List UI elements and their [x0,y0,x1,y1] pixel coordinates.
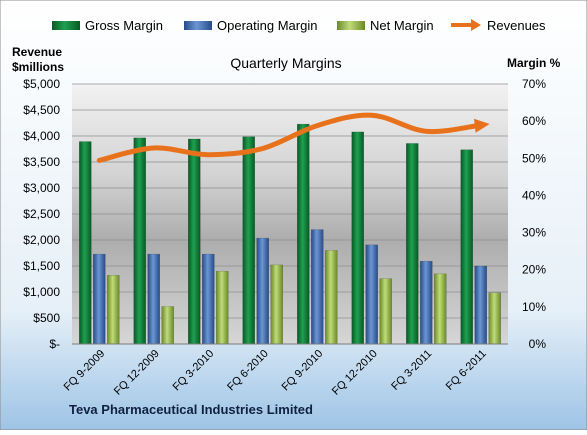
left-axis-tick-label: $4,000 [23,129,60,143]
right-axis-tick-label: 0% [529,337,547,351]
bars [79,123,501,345]
right-axis-tick-label: 70% [522,77,546,91]
chart-title: Quarterly Margins [230,55,341,71]
right-axis-label: Margin % [507,56,561,70]
right-axis-tick-label: 10% [522,300,546,314]
net-margin-bar [379,278,392,345]
footer-company-name: Teva Pharmaceutical Industries Limited [69,402,313,417]
operating-margin-bar [311,229,324,345]
legend-net-margin-swatch [337,21,365,30]
left-axis-tick-label: $500 [33,311,60,325]
left-axis-tick-label: $5,000 [23,77,60,91]
operating-margin-bar [147,253,160,345]
legend: Gross Margin Operating Margin Net Margin Re… [52,18,546,33]
revenue-line-arrowhead [473,118,490,133]
operating-margin-bar [420,260,433,345]
left-axis-tick-label: $- [49,337,60,351]
revenue-line [96,112,484,163]
right-axis-tick-label: 60% [522,114,546,128]
right-axis-tick-label: 50% [522,151,546,165]
legend-gross-margin: Gross Margin [85,18,163,33]
left-axis-tick-label: $1,000 [23,285,60,299]
operating-margin-bar [365,244,378,345]
legend-revenues: Revenues [487,18,546,33]
left-axis-tick-label: $3,000 [23,181,60,195]
gross-margin-bar [351,131,364,345]
gross-margin-bar [188,138,201,345]
net-margin-bar [434,273,447,345]
left-axis-tick-label: $4,500 [23,103,60,117]
left-axis-tick-label: $3,500 [23,155,60,169]
net-margin-bar [488,292,501,345]
right-axis-ticks: 0% 10% 20% 30% 40% 50% 60% 70% [522,77,546,351]
left-axis-tick-label: $2,500 [23,207,60,221]
gross-margin-bar [242,136,255,345]
net-margin-bar [107,275,120,345]
legend-revenues-arrow [471,19,481,31]
legend-gross-margin-swatch [52,21,80,30]
left-axis-label-line1: Revenue [12,45,62,59]
net-margin-bar [325,250,338,345]
left-axis-label-line2: $millions [12,60,64,74]
operating-margin-bar [474,265,487,345]
revenue-line-layer [96,112,490,163]
operating-margin-bar [93,253,106,345]
left-axis-tick-label: $2,000 [23,233,60,247]
gross-margin-bar [460,149,473,345]
legend-net-margin: Net Margin [370,18,434,33]
gross-margin-bar [297,123,310,345]
operating-margin-bar [256,237,269,345]
gross-margin-bar [406,143,419,345]
legend-operating-margin: Operating Margin [217,18,317,33]
left-axis-tick-label: $1,500 [23,259,60,273]
net-margin-bar [270,264,283,345]
net-margin-bar [161,306,174,345]
gross-margin-bar [133,137,146,345]
right-axis-tick-label: 30% [522,226,546,240]
legend-operating-margin-swatch [184,21,212,30]
net-margin-bar [216,270,229,345]
left-axis-ticks: $- $500 $1,000 $1,500 $2,000 $2,500 $3,000 $3,5… [23,77,60,351]
right-axis-tick-label: 40% [522,188,546,202]
gross-margin-bar [79,141,92,345]
operating-margin-bar [202,253,215,345]
right-axis-tick-label: 20% [522,263,546,277]
